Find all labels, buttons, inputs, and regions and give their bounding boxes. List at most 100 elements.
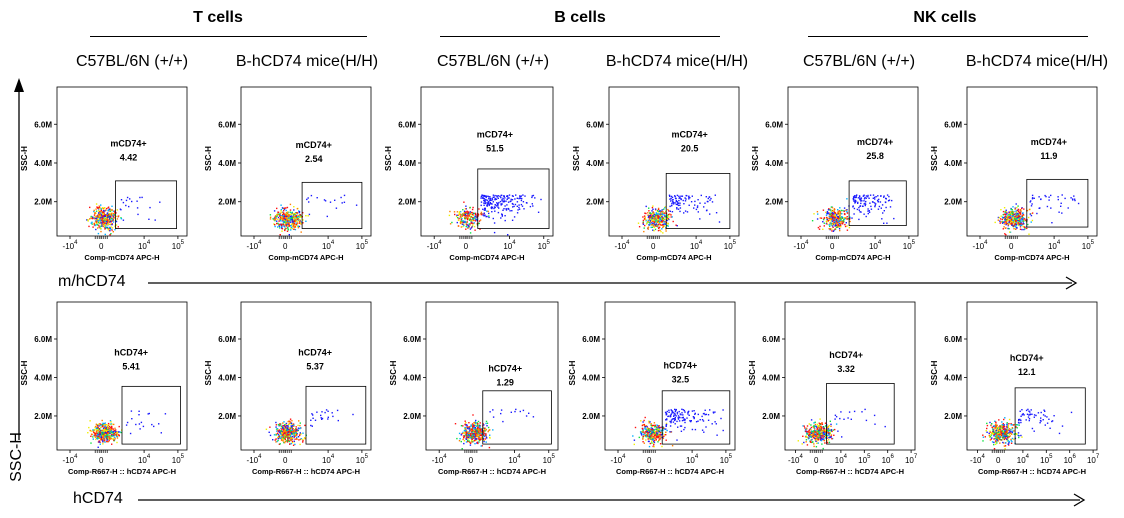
event-dot: [92, 430, 94, 432]
event-dot: [494, 204, 497, 206]
event-dot: [274, 216, 276, 218]
event-dot: [832, 429, 835, 431]
event-dot: [98, 431, 100, 434]
x-tick-label: -104: [611, 454, 627, 465]
event-dot: [1012, 214, 1014, 216]
event-dot: [92, 436, 94, 438]
event-dot: [299, 432, 301, 434]
event-dot: [833, 208, 836, 210]
event-dot: [821, 438, 823, 440]
event-dot: [294, 215, 296, 217]
event-dot: [665, 210, 667, 213]
event-dot: [672, 412, 675, 414]
event-dot: [675, 200, 677, 203]
event-dot: [819, 217, 821, 219]
event-dot: [876, 199, 879, 202]
x-axis-label: Comp-mCD74 APC-H: [636, 253, 711, 262]
event-dot: [327, 418, 329, 420]
event-dot: [114, 427, 116, 429]
event-dot: [480, 438, 482, 440]
event-dot: [1021, 215, 1023, 217]
event-dot: [131, 418, 133, 420]
event-dot: [821, 435, 823, 437]
event-dot: [645, 439, 647, 441]
event-dot: [485, 422, 487, 425]
event-dot: [277, 211, 279, 213]
event-dot: [298, 222, 301, 224]
event-dot: [703, 206, 705, 208]
event-dot: [653, 221, 656, 223]
event-dot: [674, 410, 677, 413]
event-dot: [815, 437, 818, 440]
event-dot: [159, 201, 161, 203]
event-dot: [648, 224, 650, 226]
event-dot: [284, 436, 287, 438]
event-dot: [883, 210, 885, 212]
event-dot: [122, 201, 125, 204]
event-dot: [697, 420, 699, 422]
scatter-cloud: [637, 194, 721, 234]
event-dot: [343, 194, 346, 197]
event-dot: [291, 426, 293, 428]
event-dot: [709, 213, 711, 215]
event-dot: [460, 217, 462, 219]
event-dot: [475, 431, 477, 433]
event-dot: [105, 222, 107, 224]
event-dot: [640, 420, 642, 422]
event-dot: [888, 195, 890, 198]
event-dot: [470, 213, 472, 215]
event-dot: [278, 429, 281, 431]
event-dot: [482, 427, 485, 429]
x-tick-label: -104: [794, 240, 810, 251]
event-dot: [469, 218, 471, 220]
event-dot: [649, 433, 652, 436]
event-dot: [1020, 213, 1022, 215]
y-axis-label: SSC-H: [204, 146, 213, 171]
event-dot: [280, 204, 282, 206]
event-dot: [1023, 228, 1025, 231]
event-dot: [1020, 223, 1022, 225]
y-tick-label: 4.0M: [34, 373, 52, 382]
event-dot: [284, 434, 286, 436]
event-dot: [479, 425, 481, 427]
event-dot: [823, 217, 826, 219]
event-dot: [465, 430, 467, 432]
event-dot: [670, 197, 672, 200]
event-dot: [104, 432, 106, 434]
event-dot: [670, 415, 672, 417]
event-dot: [478, 431, 480, 433]
event-dot: [286, 439, 288, 442]
event-dot: [513, 216, 516, 218]
event-dot: [664, 221, 666, 223]
event-dot: [294, 433, 297, 435]
event-dot: [97, 432, 99, 434]
event-dot: [645, 220, 647, 222]
event-dot: [106, 428, 108, 430]
event-dot: [488, 429, 490, 432]
event-dot: [811, 441, 813, 444]
event-dot: [805, 430, 807, 433]
event-dot: [1007, 222, 1009, 224]
event-dot: [825, 214, 828, 216]
event-dot: [872, 194, 875, 196]
event-dot: [483, 204, 485, 206]
scatter-cloud: [982, 408, 1073, 450]
event-dot: [1003, 207, 1006, 209]
scatter-cloud: [265, 409, 354, 446]
event-dot: [1003, 221, 1005, 223]
plot-frame: [784, 301, 916, 451]
event-dot: [484, 214, 486, 216]
event-dot: [100, 439, 102, 441]
event-dot: [472, 437, 475, 439]
event-dot: [873, 202, 876, 204]
event-dot: [826, 431, 829, 433]
event-dot: [467, 224, 469, 226]
event-dot: [808, 432, 811, 435]
event-dot: [520, 203, 523, 206]
event-dot: [293, 212, 295, 215]
event-dot: [90, 222, 92, 224]
event-dot: [663, 222, 666, 225]
event-dot: [485, 202, 487, 204]
x-tick-label: 105: [903, 240, 916, 251]
event-dot: [471, 436, 474, 438]
